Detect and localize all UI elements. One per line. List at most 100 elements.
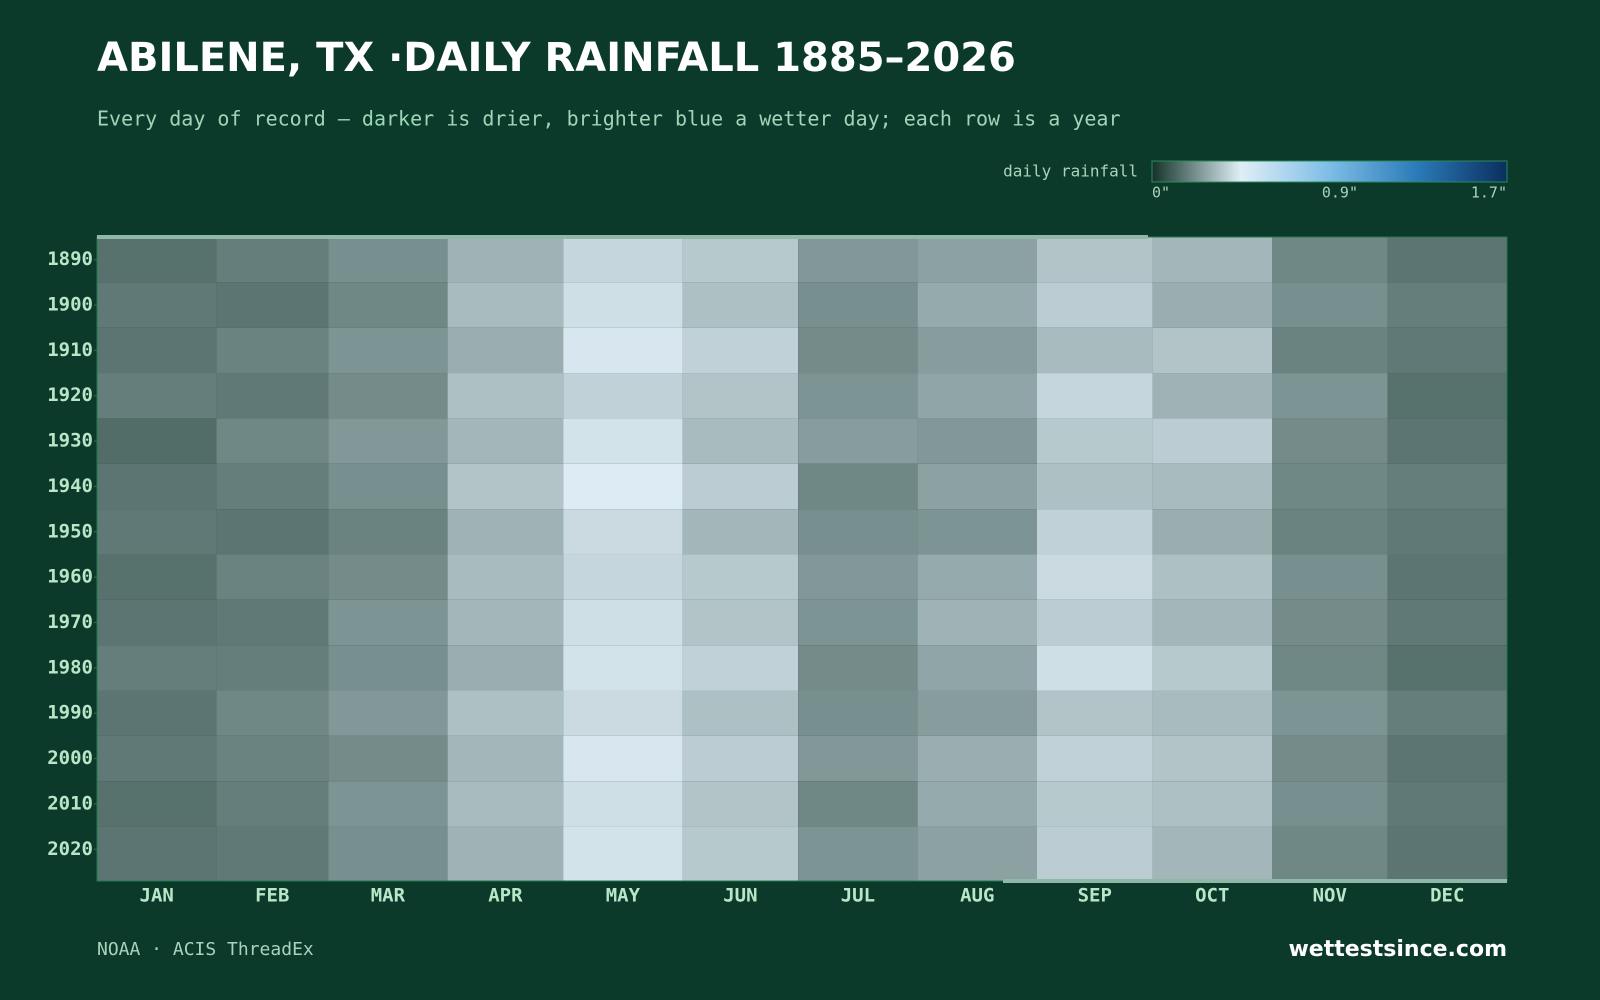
heat-cell (682, 735, 799, 782)
heat-cell (682, 509, 799, 555)
heat-cell (1272, 645, 1388, 691)
heat-cell (1272, 418, 1388, 464)
heat-cell (563, 599, 683, 646)
x-tick-label: FEB (255, 885, 289, 907)
heat-cell (1152, 282, 1272, 328)
heat-cell (447, 826, 564, 881)
colorbar (1151, 160, 1508, 183)
heat-cell (563, 735, 683, 782)
heat-cell (682, 690, 799, 736)
heat-cell (682, 826, 799, 881)
heat-cell (216, 509, 329, 555)
heat-cell (682, 418, 799, 464)
heat-cell (216, 373, 329, 419)
y-tick-label: 1960 (47, 566, 93, 588)
heat-cell (798, 327, 918, 374)
heat-cell (328, 735, 448, 782)
heat-cell (682, 554, 799, 600)
heat-cell (1387, 554, 1507, 600)
heat-cell (917, 735, 1037, 782)
heat-cell (216, 781, 329, 827)
heat-cell (97, 599, 217, 646)
heat-cell (1152, 327, 1272, 374)
heat-cell (447, 781, 564, 827)
x-tick-label: DEC (1430, 885, 1464, 907)
heat-cell (328, 690, 448, 736)
heat-cell (1387, 237, 1507, 283)
heat-cell (1387, 509, 1507, 555)
colorbar-tick-label: 1.7" (1471, 184, 1507, 202)
x-tick-label: NOV (1313, 885, 1347, 907)
heat-cell (1152, 645, 1272, 691)
heat-cell (1387, 282, 1507, 328)
heat-cell (917, 781, 1037, 827)
heat-cell (917, 418, 1037, 464)
heat-cell (917, 509, 1037, 555)
heat-cell (563, 509, 683, 555)
y-tick-label: 2020 (47, 838, 93, 860)
heat-cell (798, 237, 918, 283)
heat-cell (447, 463, 564, 510)
heat-cell (798, 282, 918, 328)
heat-cell (328, 645, 448, 691)
heat-cell (216, 282, 329, 328)
x-tick-label: MAY (606, 885, 641, 907)
heat-cell (328, 327, 448, 374)
heat-cell (216, 826, 329, 881)
heat-cell (563, 690, 683, 736)
heat-cell (1272, 282, 1388, 328)
y-tick-label: 1890 (47, 248, 93, 270)
y-tick-label: 1940 (47, 475, 93, 497)
y-tick-label: 1970 (47, 611, 93, 633)
heat-cell (1152, 237, 1272, 283)
y-tick-label: 1900 (47, 294, 93, 316)
heat-cell (328, 826, 448, 881)
heat-cell (1037, 599, 1153, 646)
x-tick-label: OCT (1195, 885, 1229, 907)
heat-cell (447, 327, 564, 374)
heat-cell (917, 237, 1037, 283)
x-tick-label: SEP (1078, 885, 1112, 907)
record-start-bar (97, 235, 1148, 239)
heat-cell (1152, 781, 1272, 827)
heat-cell (1037, 373, 1153, 419)
heat-cell (798, 599, 918, 646)
heat-cell (563, 282, 683, 328)
source: NOAA · ACIS ThreadEx (97, 939, 314, 960)
heat-cell (216, 645, 329, 691)
heat-cell (447, 554, 564, 600)
x-tick-label: JAN (140, 885, 174, 907)
heat-cell (97, 509, 217, 555)
legend-title: daily rainfall (1003, 162, 1138, 181)
heat-cell (798, 826, 918, 881)
x-tick-label: JUL (841, 885, 875, 907)
heat-cell (682, 327, 799, 374)
y-tick-label: 1920 (47, 384, 93, 406)
heat-cell (447, 237, 564, 283)
heat-cell (1152, 826, 1272, 881)
heat-cell (917, 554, 1037, 600)
x-tick-label: MAR (371, 885, 406, 907)
heat-cell (1387, 690, 1507, 736)
brand: wettestsince.com (1288, 937, 1507, 962)
heat-cell (1387, 645, 1507, 691)
heat-cell (917, 826, 1037, 881)
heat-cell (798, 418, 918, 464)
heat-cell (1272, 509, 1388, 555)
heat-cell (682, 463, 799, 510)
heat-cell (798, 554, 918, 600)
heat-cell (682, 599, 799, 646)
heat-cell (917, 327, 1037, 374)
chart-subtitle: Every day of record — darker is drier, b… (97, 107, 1121, 131)
heat-cell (216, 735, 329, 782)
heat-cell (917, 599, 1037, 646)
heat-cell (97, 463, 217, 510)
heat-cell (1037, 826, 1153, 881)
heat-cell (917, 373, 1037, 419)
heat-cell (798, 463, 918, 510)
heat-cell (563, 826, 683, 881)
heat-cell (1387, 826, 1507, 881)
heat-cell (328, 599, 448, 646)
heat-cell (1152, 509, 1272, 555)
heat-cell (682, 373, 799, 419)
